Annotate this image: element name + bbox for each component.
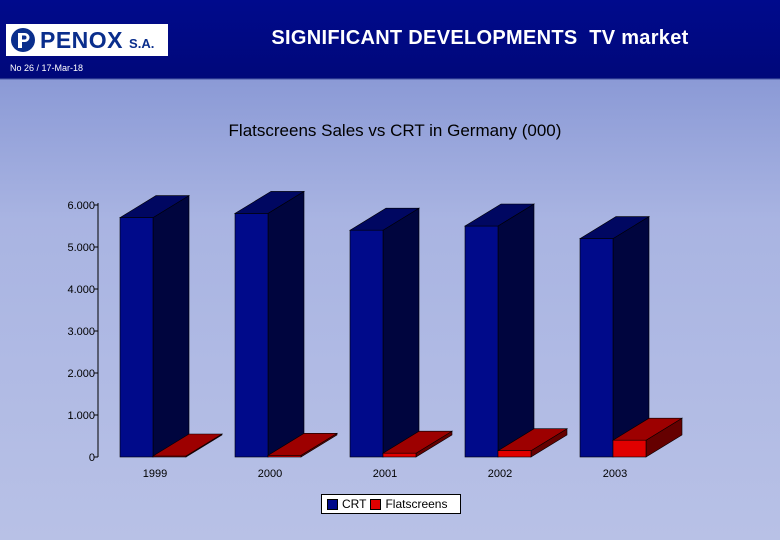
bar-flatscreens-2000-top <box>266 433 339 456</box>
bar-flatscreens-1999-top <box>151 433 224 457</box>
y-tick-label: 5.000 <box>67 242 95 254</box>
bar-crt-1999-front <box>119 217 154 458</box>
legend-swatch-flatscreens <box>370 498 382 510</box>
bar-crt-2001 <box>348 207 421 458</box>
x-tick-label: 2003 <box>603 468 627 480</box>
logo-wordmark: PENOX <box>40 26 124 53</box>
bar-flatscreens-2003-front <box>612 439 647 458</box>
bar-crt-2003-front <box>579 238 614 458</box>
y-tick-label: 1.000 <box>67 410 95 422</box>
x-tick-label: 1999 <box>143 468 167 480</box>
bar-crt-2002-top <box>463 203 536 227</box>
chart-legend: CRT Flatscreens <box>321 494 461 514</box>
legend-swatch-crt <box>327 498 338 510</box>
y-tick-label: 2.000 <box>67 368 95 380</box>
legend-label-crt: CRT <box>342 497 367 511</box>
bar-crt-2002-front <box>464 225 499 458</box>
bar-crt-2000-side <box>267 190 305 458</box>
y-tick-label: 6.000 <box>67 200 95 212</box>
x-tick-labels: 1999 2000 2001 2002 2003 <box>143 468 627 480</box>
y-tick-label: 4.000 <box>67 284 95 296</box>
bars-layer <box>118 190 684 458</box>
logo-mark-icon <box>11 28 35 52</box>
x-tick-label: 2002 <box>488 468 512 480</box>
bar-crt-2000-front <box>234 213 269 458</box>
x-tick-label: 2001 <box>373 468 397 480</box>
bar-crt-1999 <box>118 195 191 458</box>
bar-flatscreens-2002-front <box>497 450 532 458</box>
bar-crt-2000 <box>233 190 306 458</box>
bar-flatscreens-2002-top <box>496 428 569 452</box>
document-reference: No 26 / 17-Mar-18 <box>10 63 84 73</box>
bar-crt-2003-top <box>578 216 651 239</box>
y-tick-label: 0 <box>89 452 95 464</box>
bar-crt-2002 <box>463 203 536 458</box>
bar-crt-1999-top <box>118 195 191 218</box>
header-bar: PENOX S.A. SIGNIFICANT DEVELOPMENTS TV m… <box>0 0 780 78</box>
bar-crt-2001-front <box>349 229 384 458</box>
bar-crt-1999-side <box>152 195 190 458</box>
bar-crt-2002-side <box>497 203 535 458</box>
bar-flatscreens-2001-front <box>382 452 417 458</box>
bar-crt-2001-side <box>382 207 420 458</box>
chart-title: Flatscreens Sales vs CRT in Germany (000… <box>229 121 562 140</box>
bar-flatscreens-1999 <box>151 433 224 458</box>
y-tick-label: 3.000 <box>67 326 95 338</box>
bar-flatscreens-2000 <box>266 432 339 458</box>
company-logo: PENOX S.A. <box>6 24 168 56</box>
x-tick-label: 2000 <box>258 468 282 480</box>
bar-crt-2001-top <box>348 207 421 231</box>
bar-flatscreens-2001-top <box>381 430 454 454</box>
bar-crt-2003-side <box>612 216 650 458</box>
bar-crt-2003 <box>578 216 651 458</box>
legend-label-flatscreens: Flatscreens <box>385 497 448 511</box>
bar-flatscreens-2003 <box>611 417 684 458</box>
bar-flatscreens-2002 <box>496 428 569 458</box>
bar-crt-2000-top <box>233 191 306 214</box>
logo-suffix: S.A. <box>129 35 155 51</box>
bar-flatscreens-2003-top <box>611 417 684 441</box>
slide-title: SIGNIFICANT DEVELOPMENTS TV market <box>271 27 689 49</box>
bar-flatscreens-2001 <box>381 430 454 458</box>
axis-layer: 0 1.000 2.000 3.000 4.000 5.000 6.000 <box>67 200 99 464</box>
